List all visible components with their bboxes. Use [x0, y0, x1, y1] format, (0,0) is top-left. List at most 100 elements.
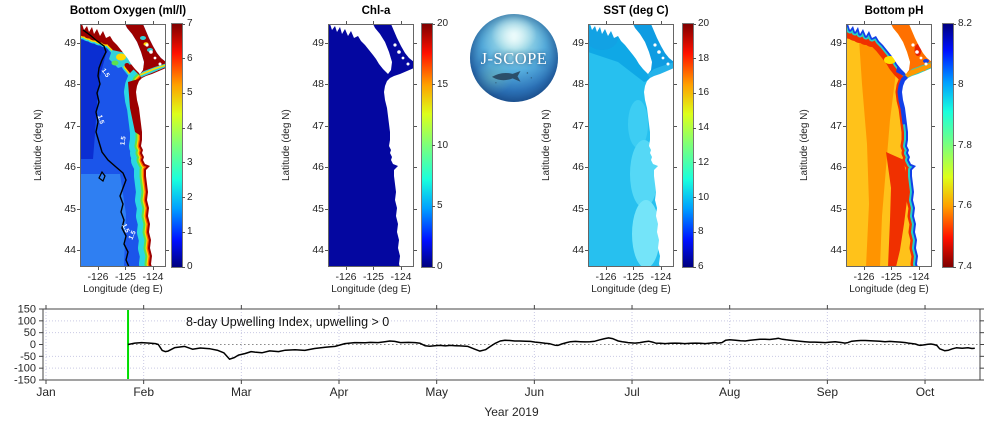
- lon-tick-mark: [918, 21, 920, 24]
- map-border: [588, 24, 674, 267]
- lat-tick-mark: [414, 250, 417, 252]
- vancouver-island-land: [330, 24, 392, 74]
- colorbar-tick-label: 14: [698, 122, 710, 134]
- lat-tick-mark: [325, 208, 328, 210]
- colorbar-tick-label: 5: [187, 87, 193, 99]
- colorbar-tick-mark: [182, 231, 185, 233]
- lat-tick-label: 46: [830, 161, 842, 174]
- chl-a-map: [328, 24, 414, 267]
- lat-tick-label: 44: [830, 244, 842, 257]
- colorbar-tick-label: 20: [698, 18, 710, 29]
- lon-tick-mark: [633, 21, 634, 24]
- colorbar-tick-label: 7.6: [958, 200, 972, 212]
- island: [393, 43, 397, 47]
- lat-tick-mark: [325, 125, 328, 127]
- sst-map: [588, 24, 674, 267]
- lon-tick-mark: [152, 267, 154, 270]
- lat-tick-mark: [166, 250, 169, 252]
- island: [657, 50, 661, 54]
- lat-tick-mark: [932, 167, 935, 169]
- lat-tick-mark: [585, 208, 588, 210]
- lon-tick-mark: [660, 21, 662, 24]
- lon-tick-label: -124: [142, 271, 164, 283]
- lat-tick-mark: [843, 250, 846, 252]
- colorbar-tick-label: 8: [958, 78, 964, 90]
- colorbar-tick-label: 12: [698, 156, 710, 168]
- colorbar-tick-mark: [182, 266, 185, 268]
- lat-tick-mark: [325, 42, 328, 44]
- lat-tick-label: 47: [572, 119, 584, 132]
- colorbar-tick-label: 2: [187, 191, 193, 203]
- lat-tick-mark: [674, 84, 677, 86]
- x-axis-label: Longitude (deg E): [849, 284, 929, 295]
- lat-tick-label: 48: [64, 78, 76, 91]
- coastal-land: [136, 68, 166, 267]
- colorbar-tick-label: 6: [187, 52, 193, 64]
- colorbar-tick-mark: [693, 92, 696, 94]
- upwelling-timeseries-chart: Jan Feb Mar Apr May Jun Jul Aug Sep Oct150100500-…: [14, 304, 984, 399]
- island: [145, 43, 149, 47]
- south-offshore-water: [80, 174, 126, 267]
- lon-tick-label: -126: [853, 271, 875, 283]
- lat-tick-label: 45: [572, 202, 584, 215]
- month-label: Jul: [624, 385, 639, 399]
- colorbar-tick-label: 7.4: [958, 261, 972, 272]
- lat-tick-mark: [77, 208, 80, 210]
- island: [899, 61, 903, 65]
- lat-tick-label: 49: [312, 36, 324, 49]
- lat-tick-mark: [325, 84, 328, 86]
- colorbar-tick-mark: [182, 127, 185, 129]
- y-axis-label: Latitude (deg N): [799, 109, 810, 182]
- colorbar-tick-mark: [182, 162, 185, 164]
- month-label: Aug: [719, 385, 740, 399]
- bottom-ph-colorbar: [942, 23, 954, 268]
- colorbar-tick-label: 1: [187, 226, 193, 238]
- strait-juan-de-fuca: [646, 62, 674, 78]
- colorbar-tick-mark: [953, 145, 956, 146]
- month-label: Jan: [36, 385, 55, 399]
- y-axis-label: Latitude (deg N): [33, 109, 44, 182]
- lat-tick-mark: [166, 208, 169, 210]
- lon-tick-label: -126: [595, 271, 617, 283]
- lon-tick-mark: [345, 267, 347, 270]
- lat-tick-mark: [166, 167, 169, 169]
- lon-tick-label: -125: [114, 271, 137, 283]
- logo-text: J-SCOPE: [480, 49, 548, 69]
- colorbar-tick-mark: [953, 205, 956, 207]
- island: [401, 56, 405, 60]
- lon-tick-mark: [373, 267, 374, 270]
- island: [653, 43, 657, 47]
- month-label: Oct: [916, 385, 935, 399]
- month-label: Sep: [817, 385, 839, 399]
- colorbar-tick-label: 15: [437, 78, 449, 90]
- month-label: Mar: [231, 385, 252, 399]
- lat-tick-mark: [674, 167, 677, 169]
- lat-tick-mark: [414, 208, 417, 210]
- y-axis-label: Latitude (deg N): [541, 109, 552, 182]
- lat-tick-mark: [843, 208, 846, 210]
- lon-tick-mark: [633, 267, 634, 270]
- lon-tick-label: -126: [335, 271, 357, 283]
- lat-tick-mark: [932, 42, 935, 44]
- island: [385, 63, 389, 67]
- lat-tick-mark: [166, 42, 169, 44]
- lat-tick-label: 48: [830, 78, 842, 91]
- low-ph-offshore: [858, 24, 896, 267]
- y-tick-label: 0: [30, 339, 36, 351]
- colorbar-tick-mark: [182, 92, 185, 94]
- island: [153, 56, 157, 60]
- lat-tick-mark: [843, 84, 846, 86]
- contour-label: 1.5: [120, 223, 130, 234]
- bottom-ph-map: [846, 24, 932, 267]
- x-axis-title: Year 2019: [484, 405, 539, 419]
- mainland-land: [909, 24, 932, 62]
- month-label: Jun: [525, 385, 544, 399]
- lat-tick-mark: [414, 125, 417, 127]
- lat-tick-mark: [932, 84, 935, 86]
- island: [661, 56, 665, 60]
- oxygen-1p5-contour: [82, 29, 130, 267]
- map-border: [846, 24, 932, 267]
- panel-sst: SST (deg C) Latitude (deg N) Longitude (…: [541, 5, 709, 295]
- colorbar-tick-label: 7: [187, 18, 193, 29]
